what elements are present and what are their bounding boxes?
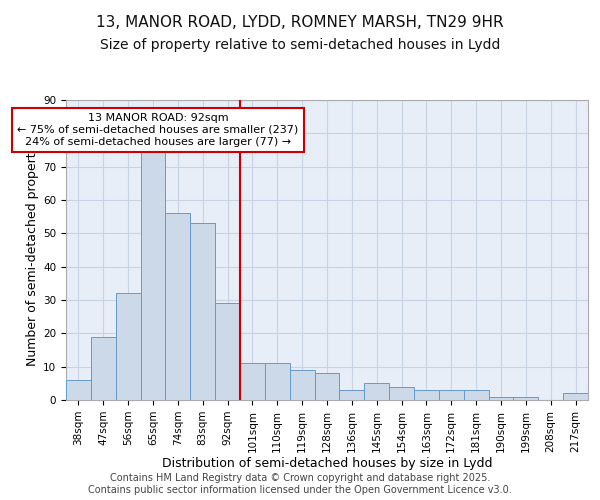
Bar: [464, 390, 488, 400]
Y-axis label: Number of semi-detached properties: Number of semi-detached properties: [26, 134, 39, 366]
Text: Size of property relative to semi-detached houses in Lydd: Size of property relative to semi-detach…: [100, 38, 500, 52]
Bar: [389, 386, 414, 400]
Bar: [166, 214, 190, 400]
Bar: [514, 396, 538, 400]
Bar: [240, 364, 265, 400]
Bar: [215, 304, 240, 400]
Bar: [265, 364, 290, 400]
Bar: [290, 370, 314, 400]
Bar: [488, 396, 514, 400]
Bar: [190, 224, 215, 400]
Bar: [439, 390, 464, 400]
Text: 13, MANOR ROAD, LYDD, ROMNEY MARSH, TN29 9HR: 13, MANOR ROAD, LYDD, ROMNEY MARSH, TN29…: [96, 15, 504, 30]
Text: 13 MANOR ROAD: 92sqm
← 75% of semi-detached houses are smaller (237)
24% of semi: 13 MANOR ROAD: 92sqm ← 75% of semi-detac…: [17, 114, 299, 146]
Bar: [364, 384, 389, 400]
Bar: [340, 390, 364, 400]
X-axis label: Distribution of semi-detached houses by size in Lydd: Distribution of semi-detached houses by …: [162, 458, 492, 470]
Bar: [91, 336, 116, 400]
Bar: [314, 374, 340, 400]
Bar: [414, 390, 439, 400]
Bar: [116, 294, 140, 400]
Bar: [140, 150, 166, 400]
Text: Contains HM Land Registry data © Crown copyright and database right 2025.
Contai: Contains HM Land Registry data © Crown c…: [88, 474, 512, 495]
Bar: [563, 394, 588, 400]
Bar: [66, 380, 91, 400]
